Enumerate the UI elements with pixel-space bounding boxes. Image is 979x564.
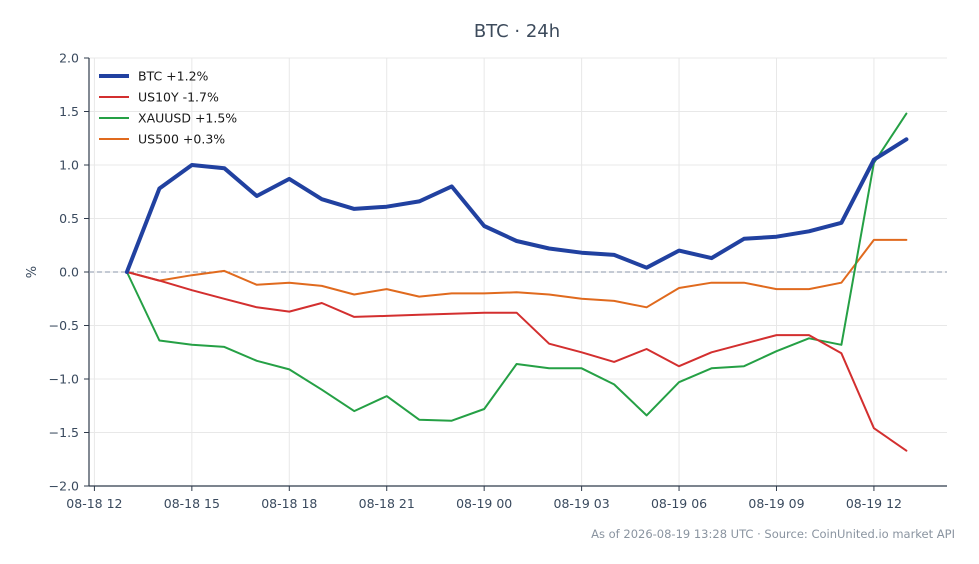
series-line-us10y	[125, 271, 908, 452]
y-tick-label: 2.0	[59, 51, 79, 66]
y-tick-label: −1.5	[49, 425, 79, 440]
x-tick-label: 08-18 21	[359, 496, 415, 511]
y-tick-label: 1.0	[59, 158, 79, 173]
chart-title: BTC · 24h	[474, 21, 560, 42]
y-tick-label: −1.0	[49, 372, 79, 387]
x-tick-label: 08-19 12	[846, 496, 902, 511]
series-line-us500	[125, 238, 908, 309]
x-tick-label: 08-19 00	[456, 496, 512, 511]
series-lines	[124, 112, 909, 452]
legend-label: XAUUSD +1.5%	[138, 111, 237, 126]
x-tick-label: 08-18 12	[66, 496, 122, 511]
y-tick-label: 0.0	[59, 265, 79, 280]
x-tick-label: 08-19 06	[651, 496, 707, 511]
y-axis-label: %	[25, 266, 40, 278]
y-tick-label: −2.0	[49, 479, 79, 494]
y-tick-label: −0.5	[49, 318, 79, 333]
x-tick-label: 08-18 18	[261, 496, 317, 511]
legend: BTC +1.2% US10Y -1.7% XAUUSD +1.5% US500 +0…	[99, 69, 237, 147]
y-tick-label: 0.5	[59, 211, 79, 226]
x-tick-label: 08-19 03	[554, 496, 610, 511]
series-line-xauusd	[125, 112, 908, 422]
legend-label: BTC +1.2%	[138, 69, 209, 84]
legend-label: US500 +0.3%	[138, 132, 225, 147]
x-tick-label: 08-18 15	[164, 496, 220, 511]
source-footer: As of 2026-08-19 13:28 UTC · Source: Coi…	[591, 527, 955, 541]
series-line-btc	[124, 137, 909, 274]
axes: −2.0 −1.5 −1.0 −0.5 0.0 0.5 1.0 1.5 2.0 08-18 12 0…	[49, 51, 947, 511]
y-tick-label: 1.5	[59, 104, 79, 119]
x-tick-label: 08-19 09	[748, 496, 804, 511]
legend-label: US10Y -1.7%	[138, 90, 219, 105]
